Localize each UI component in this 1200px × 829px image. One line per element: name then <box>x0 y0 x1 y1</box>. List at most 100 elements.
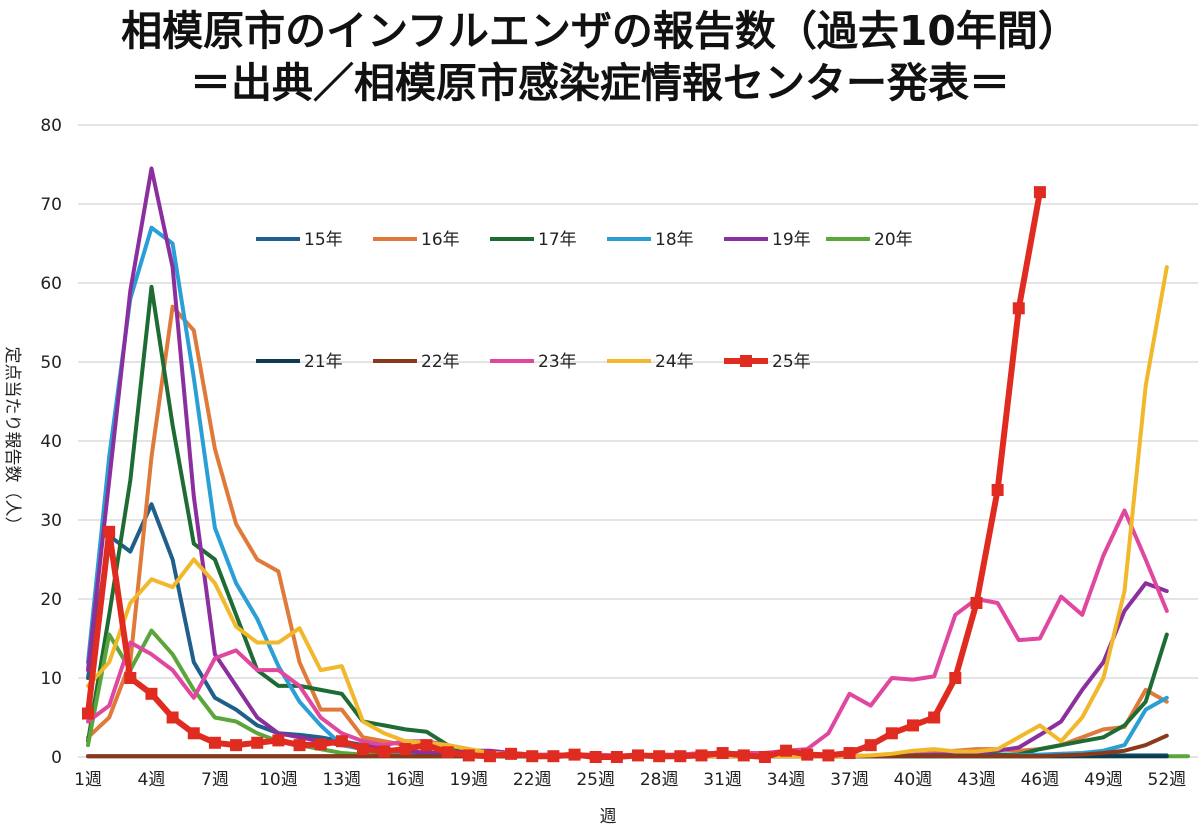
data-point-25年 <box>674 750 687 763</box>
x-tick-label: 22週 <box>513 770 552 790</box>
legend-label-24年: 24年 <box>655 352 694 372</box>
x-tick-label: 4週 <box>138 770 166 790</box>
x-tick-label: 46週 <box>1021 770 1060 790</box>
series-line-17年 <box>86 284 1169 759</box>
x-tick-label: 1週 <box>74 770 102 790</box>
data-point-25年 <box>526 750 539 763</box>
data-point-25年 <box>991 483 1004 496</box>
legend-label-25年: 25年 <box>772 352 811 372</box>
data-point-25年 <box>780 744 793 757</box>
data-point-25年 <box>822 749 835 762</box>
data-point-25年 <box>462 749 475 762</box>
data-point-25年 <box>949 672 962 684</box>
data-point-25年 <box>335 735 348 748</box>
legend-label-22年: 22年 <box>421 352 460 372</box>
data-point-25年 <box>928 711 941 724</box>
y-axis-ticks: 0 10 20 30 40 50 60 70 80 <box>40 116 62 768</box>
series-line-24年 <box>86 265 1169 759</box>
series-line-25年 <box>85 189 1043 760</box>
x-axis-label: 週 <box>600 807 617 827</box>
legend-label-19年: 19年 <box>772 230 811 250</box>
data-point-25年 <box>653 750 666 763</box>
y-axis-label: 定点当たり報告数（人） <box>2 347 22 534</box>
data-point-25年 <box>378 745 391 758</box>
data-point-25年 <box>885 727 898 740</box>
y-tick-label: 10 <box>40 669 62 689</box>
data-point-25年 <box>695 749 708 762</box>
x-axis-ticks: 1週 4週 7週 10週 13週 16週 19週 22週 25週 28週 31週 34週 37週 40週 4… <box>74 770 1186 790</box>
y-tick-label: 70 <box>40 195 62 215</box>
y-tick-label: 80 <box>40 116 62 136</box>
chart-subtitle: ＝出典／相模原市感染症情報センター発表＝ <box>190 59 1010 107</box>
data-point-25年 <box>293 739 306 752</box>
data-point-25年 <box>251 736 264 749</box>
series-line-16年 <box>86 304 1169 759</box>
x-tick-label: 16週 <box>386 770 425 790</box>
data-point-25年 <box>907 719 919 732</box>
y-tick-label: 30 <box>40 511 62 531</box>
data-point-25年 <box>272 734 285 747</box>
data-point-25年 <box>124 672 137 684</box>
data-point-25年 <box>166 711 179 724</box>
legend-label-20年: 20年 <box>874 230 913 250</box>
chart-title: 相模原市のインフルエンザの報告数（過去10年間） <box>121 7 1079 55</box>
data-point-25年 <box>1012 302 1025 315</box>
x-tick-label: 52週 <box>1148 770 1187 790</box>
series-line-15年 <box>86 502 1169 759</box>
data-point-25年 <box>357 743 369 756</box>
legend-label-23年: 23年 <box>538 352 577 372</box>
data-point-25年 <box>441 746 454 759</box>
y-tick-label: 0 <box>51 748 62 768</box>
legend-label-15年: 15年 <box>304 230 343 250</box>
data-point-25年 <box>589 751 602 763</box>
data-point-25年 <box>716 747 729 760</box>
x-tick-label: 34週 <box>767 770 806 790</box>
x-tick-label: 37週 <box>830 770 869 790</box>
data-point-25年 <box>187 727 200 740</box>
data-point-25年 <box>758 751 771 763</box>
data-point-25年 <box>483 750 496 763</box>
legend-label-21年: 21年 <box>304 352 343 372</box>
series-line-19年 <box>86 166 1169 759</box>
data-point-25年 <box>208 736 221 749</box>
x-tick-label: 28週 <box>640 770 679 790</box>
x-tick-label: 40週 <box>894 770 933 790</box>
data-point-25年 <box>547 750 560 763</box>
data-point-25年 <box>314 738 327 751</box>
data-point-25年 <box>568 748 581 761</box>
data-point-25年 <box>145 687 158 700</box>
x-tick-label: 13週 <box>323 770 362 790</box>
data-point-25年 <box>103 525 116 538</box>
legend: 15年 16年 17年 18年 19年 20年 21年 22年 23年 24年 25年 <box>256 230 913 372</box>
legend-marker-25年 <box>740 355 752 367</box>
data-point-25年 <box>737 749 750 762</box>
legend-label-17年: 17年 <box>538 230 577 250</box>
x-tick-label: 43週 <box>957 770 996 790</box>
y-tick-label: 60 <box>40 274 62 294</box>
data-point-25年 <box>82 707 94 720</box>
x-tick-label: 10週 <box>259 770 298 790</box>
y-tick-label: 40 <box>40 432 62 452</box>
data-point-25年 <box>399 743 412 756</box>
x-tick-label: 25週 <box>576 770 615 790</box>
series-line-18年 <box>86 225 1169 759</box>
x-tick-label: 19週 <box>449 770 488 790</box>
data-point-25年 <box>610 751 623 763</box>
x-tick-label: 31週 <box>703 770 742 790</box>
data-point-25年 <box>801 748 814 761</box>
data-point-25年 <box>632 749 644 762</box>
y-tick-label: 50 <box>40 353 62 373</box>
data-point-25年 <box>420 739 433 752</box>
data-point-25年 <box>864 739 877 752</box>
x-tick-label: 49週 <box>1084 770 1123 790</box>
data-point-25年 <box>843 747 856 760</box>
data-point-25年 <box>230 739 243 752</box>
y-tick-label: 20 <box>40 590 62 610</box>
series-lines <box>82 166 1190 763</box>
data-point-25年 <box>505 747 518 760</box>
legend-label-18年: 18年 <box>655 230 694 250</box>
data-point-25年 <box>970 596 983 609</box>
data-point-25年 <box>1033 186 1046 199</box>
x-tick-label: 7週 <box>201 770 229 790</box>
